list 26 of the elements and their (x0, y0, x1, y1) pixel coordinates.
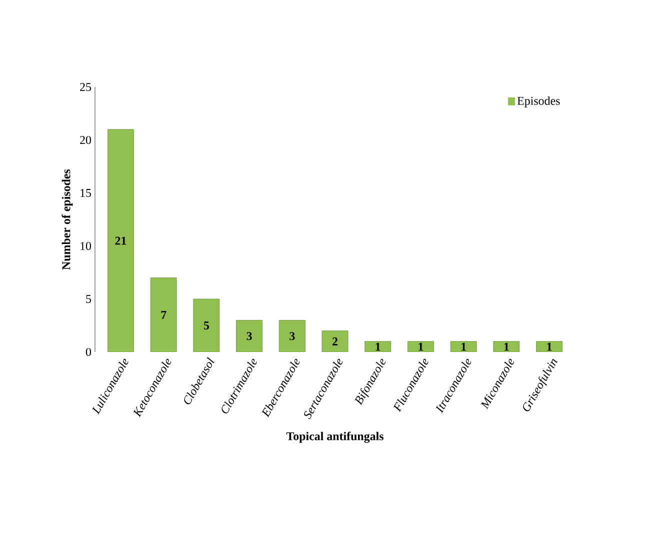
data-label: 1 (418, 342, 424, 351)
data-label: 3 (290, 332, 295, 340)
data-label: 21 (115, 236, 126, 245)
bar (279, 320, 306, 352)
data-label: 5 (204, 322, 209, 330)
x-axis-title: Topical antifungals (286, 432, 384, 443)
data-label: 3 (246, 332, 252, 340)
bar (108, 129, 134, 352)
bar (150, 278, 177, 352)
data-label: 1 (547, 342, 552, 351)
data-label: 1 (504, 342, 509, 351)
bar (236, 320, 262, 352)
y-tick-label: 0 (86, 348, 92, 356)
bar (193, 299, 220, 352)
bar (322, 330, 348, 352)
y-axis-title: Number of episodes (62, 169, 73, 270)
data-label: 1 (462, 342, 466, 351)
y-tick-label: 20 (80, 136, 92, 144)
y-tick-label: 25 (80, 82, 92, 92)
data-label: 7 (161, 310, 166, 319)
y-tick-label: 5 (86, 295, 92, 303)
y-tick-label: 15 (80, 188, 92, 197)
data-label: 2 (332, 337, 338, 346)
y-tick-label: 10 (80, 242, 92, 250)
data-label: 1 (376, 342, 380, 351)
legend-label: Episodes (517, 96, 560, 108)
